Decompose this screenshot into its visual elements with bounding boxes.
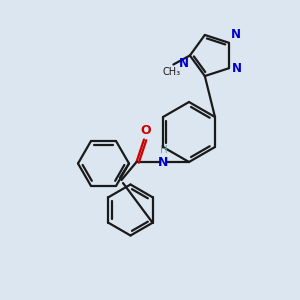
- Text: H: H: [160, 146, 168, 155]
- Text: N: N: [232, 62, 242, 75]
- Text: N: N: [178, 57, 188, 70]
- Text: N: N: [231, 28, 241, 41]
- Text: O: O: [140, 124, 151, 136]
- Text: CH₃: CH₃: [163, 68, 181, 77]
- Text: N: N: [158, 155, 169, 169]
